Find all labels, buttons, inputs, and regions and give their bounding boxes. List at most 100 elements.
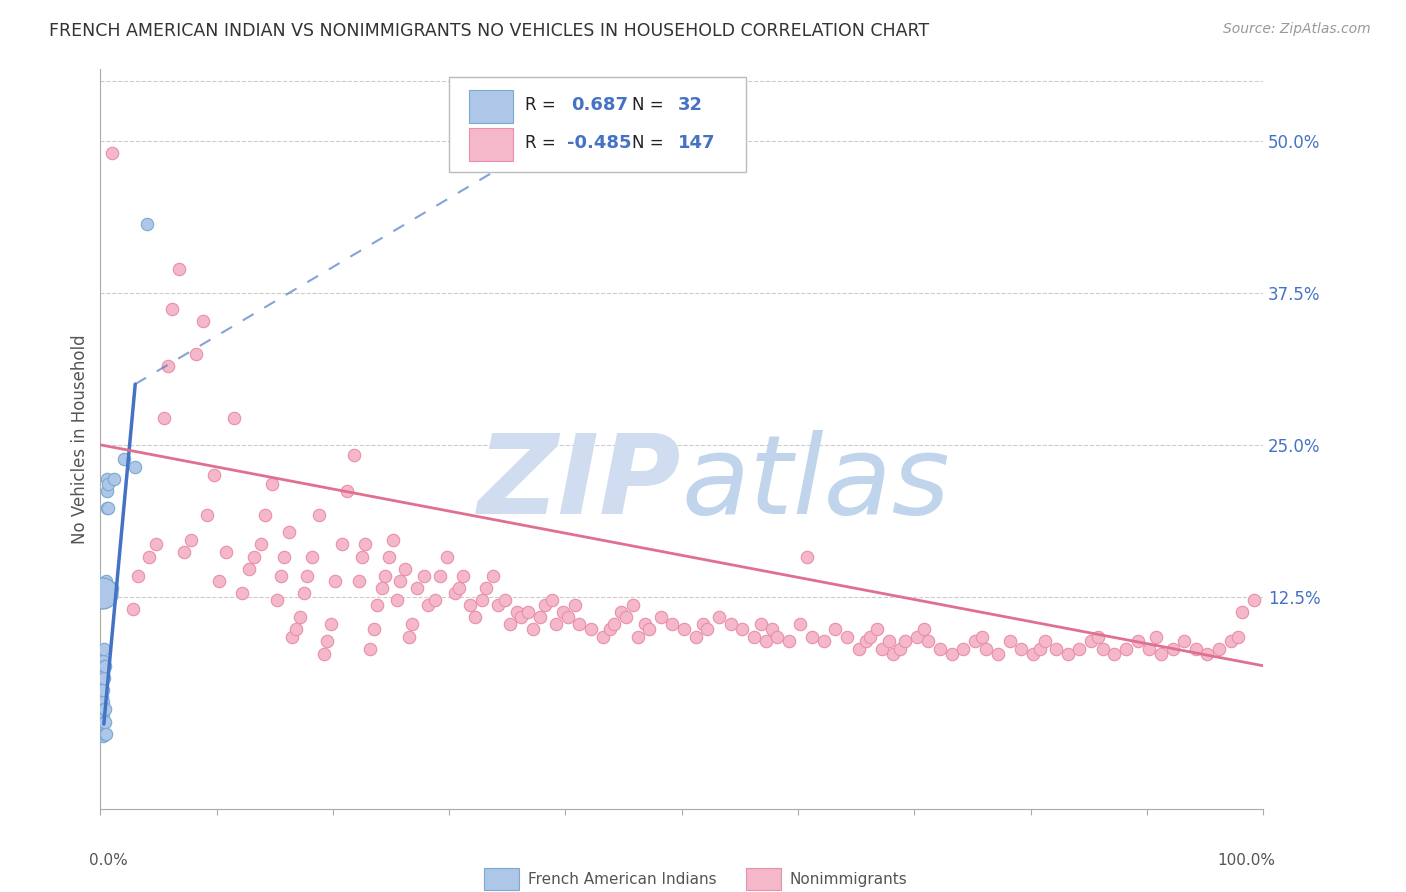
Point: [366, 598, 388, 612]
Point: [93, 658, 115, 673]
Point: [998, 634, 1021, 648]
Point: [707, 610, 730, 624]
Point: [371, 581, 394, 595]
Point: [127, 569, 149, 583]
Point: [354, 537, 377, 551]
Text: atlas: atlas: [682, 430, 950, 537]
Point: [323, 574, 346, 588]
Point: [153, 411, 176, 425]
Point: [308, 508, 330, 523]
Text: Source: ZipAtlas.com: Source: ZipAtlas.com: [1223, 22, 1371, 37]
Point: [987, 647, 1010, 661]
Point: [1197, 647, 1219, 661]
Point: [533, 598, 555, 612]
Point: [1033, 634, 1056, 648]
Point: [447, 581, 470, 595]
Point: [97, 500, 120, 515]
Point: [1091, 641, 1114, 656]
Point: [96, 574, 118, 588]
Point: [169, 261, 191, 276]
Text: 32: 32: [678, 95, 703, 114]
Point: [91, 695, 114, 709]
Point: [94, 702, 117, 716]
Text: FRENCH AMERICAN INDIAN VS NONIMMIGRANTS NO VEHICLES IN HOUSEHOLD CORRELATION CHA: FRENCH AMERICAN INDIAN VS NONIMMIGRANTS …: [49, 22, 929, 40]
Point: [412, 569, 434, 583]
Point: [184, 347, 207, 361]
Point: [1056, 647, 1078, 661]
Point: [94, 658, 117, 673]
Point: [1126, 634, 1149, 648]
Point: [941, 647, 963, 661]
Point: [1184, 641, 1206, 656]
Point: [122, 601, 145, 615]
Point: [262, 476, 284, 491]
Point: [789, 617, 811, 632]
Point: [766, 630, 789, 644]
Text: -0.485: -0.485: [567, 135, 631, 153]
Point: [94, 727, 117, 741]
Point: [742, 630, 765, 644]
Text: N =: N =: [631, 95, 664, 114]
Point: [94, 714, 117, 729]
Point: [290, 610, 312, 624]
Point: [610, 605, 633, 619]
Point: [401, 617, 423, 632]
Point: [976, 641, 998, 656]
Point: [266, 593, 288, 607]
Point: [1029, 641, 1052, 656]
Text: Nonimmigrants: Nonimmigrants: [790, 871, 908, 887]
Point: [96, 500, 118, 515]
Point: [451, 569, 474, 583]
Point: [1045, 641, 1067, 656]
Point: [778, 634, 800, 648]
Point: [894, 634, 917, 648]
Point: [870, 641, 893, 656]
Point: [1080, 634, 1102, 648]
Point: [96, 472, 118, 486]
Point: [963, 634, 986, 648]
Point: [254, 508, 277, 523]
Point: [90, 586, 112, 600]
Point: [284, 623, 307, 637]
Point: [90, 674, 112, 689]
Point: [621, 598, 644, 612]
Point: [389, 574, 412, 588]
Point: [835, 630, 858, 644]
Point: [464, 610, 486, 624]
Point: [281, 630, 304, 644]
Point: [330, 537, 353, 551]
Text: 0.0%: 0.0%: [89, 854, 128, 869]
Point: [350, 549, 373, 564]
FancyBboxPatch shape: [470, 128, 513, 161]
Point: [553, 605, 575, 619]
Point: [929, 641, 952, 656]
FancyBboxPatch shape: [745, 868, 780, 890]
Point: [761, 623, 783, 637]
Point: [301, 549, 323, 564]
Point: [510, 610, 533, 624]
Point: [1144, 630, 1167, 644]
Point: [889, 641, 911, 656]
Point: [1022, 647, 1045, 661]
Point: [692, 617, 714, 632]
FancyBboxPatch shape: [449, 78, 745, 172]
Point: [90, 690, 112, 705]
Point: [1208, 641, 1230, 656]
Point: [813, 634, 835, 648]
Point: [270, 569, 292, 583]
Point: [970, 630, 993, 644]
Point: [222, 411, 245, 425]
Point: [824, 623, 846, 637]
Point: [848, 641, 870, 656]
Point: [557, 610, 579, 624]
Point: [1087, 630, 1109, 644]
Point: [429, 569, 451, 583]
Point: [579, 623, 602, 637]
FancyBboxPatch shape: [470, 90, 513, 122]
Point: [517, 605, 540, 619]
Point: [482, 569, 505, 583]
Point: [475, 581, 498, 595]
Point: [418, 598, 440, 612]
Point: [952, 641, 974, 656]
Point: [312, 647, 335, 661]
